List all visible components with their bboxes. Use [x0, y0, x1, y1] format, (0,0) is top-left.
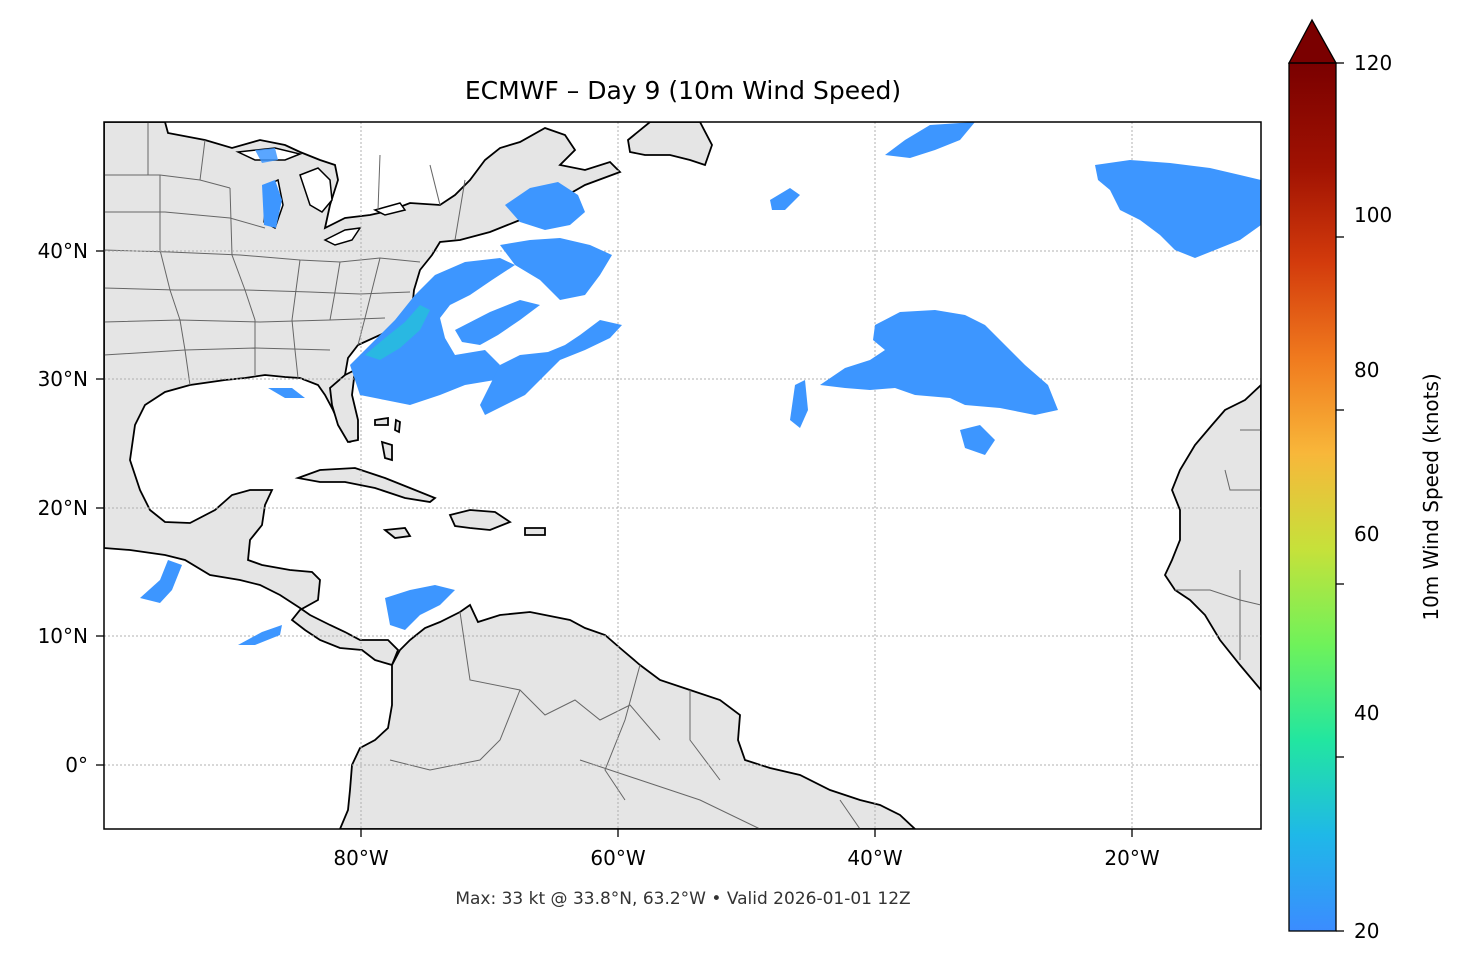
south-america-landmass — [339, 603, 917, 829]
africa-landmass — [1163, 383, 1261, 692]
colorbar: 20 40 60 80 100 120 10m Wind Speed (knot… — [1287, 18, 1443, 943]
wind-area-caribbean — [385, 585, 455, 630]
lat-tick-label-40n: 40°N — [38, 239, 88, 263]
wind-area-gulf — [268, 388, 305, 398]
caribbean-islands — [294, 416, 546, 539]
florida-peninsula — [329, 368, 359, 444]
colorbar-gradient — [1289, 63, 1336, 931]
lon-tick-label-80w: 80°W — [333, 846, 388, 870]
lat-tick-label-0: 0° — [65, 753, 88, 777]
colorbar-tick-80: 80 — [1354, 358, 1379, 382]
colorbar-frame — [1288, 62, 1337, 932]
wind-area-pacific-2 — [238, 625, 282, 645]
colorbar-extend-arrow — [1287, 18, 1338, 64]
lon-tick-label-20w: 20°W — [1104, 846, 1159, 870]
wind-area-small-1 — [770, 188, 800, 210]
gridlines — [104, 122, 1261, 829]
lat-tick-label-30n: 30°N — [38, 367, 88, 391]
latitude-ticks — [96, 250, 104, 766]
wind-area-west-atlantic-mid — [480, 320, 622, 415]
wind-area-northeast — [505, 182, 585, 230]
wind-speed-field — [140, 122, 1261, 645]
colorbar-ticks — [1336, 62, 1344, 932]
lon-tick-label-60w: 60°W — [590, 846, 645, 870]
lon-tick-label-40w: 40°W — [847, 846, 902, 870]
longitude-ticks — [360, 829, 1133, 837]
colorbar-tick-40: 40 — [1354, 701, 1379, 725]
wind-area-north-central — [885, 122, 975, 158]
wind-area-central-atlantic-south — [960, 425, 995, 455]
newfoundland — [627, 122, 713, 167]
wind-area-great-lakes — [262, 180, 282, 228]
lat-tick-label-10n: 10°N — [38, 624, 88, 648]
colorbar-tick-100: 100 — [1354, 203, 1392, 227]
country-borders — [389, 429, 1261, 829]
map-panel: 80°W 60°W 40°W 20°W 40°N 30°N 20°N 10°N … — [38, 121, 1262, 870]
map-frame — [103, 121, 1262, 830]
max-wind-footnote: Max: 33 kt @ 33.8°N, 63.2°W • Valid 2026… — [455, 889, 910, 909]
colorbar-label: 10m Wind Speed (knots) — [1419, 373, 1443, 620]
colorbar-tick-20: 20 — [1354, 919, 1379, 943]
wind-core-us-east-coast — [365, 305, 430, 360]
wind-area-offshore-gulfstream — [455, 300, 540, 345]
wind-area-east-atlantic — [1095, 160, 1261, 258]
wind-area-us-east-coast — [350, 258, 515, 405]
wind-area-pacific-1 — [140, 560, 182, 603]
wind-area-central-atlantic-west — [790, 380, 808, 428]
lat-tick-label-20n: 20°N — [38, 496, 88, 520]
map-title: ECMWF – Day 9 (10m Wind Speed) — [465, 76, 901, 105]
wind-area-lake-superior — [255, 148, 278, 163]
colorbar-tick-120: 120 — [1354, 51, 1392, 75]
state-borders — [104, 122, 466, 386]
wind-area-nova-scotia — [500, 238, 612, 300]
wind-area-central-atlantic — [820, 310, 1058, 415]
colorbar-tick-60: 60 — [1354, 522, 1379, 546]
